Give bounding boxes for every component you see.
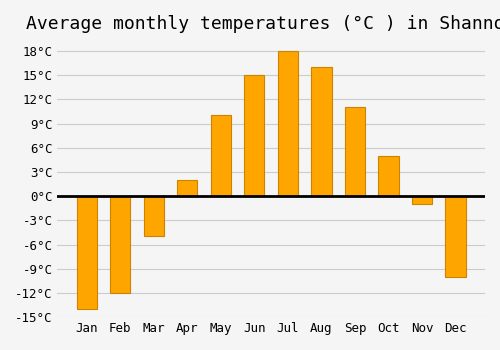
Bar — [312, 67, 332, 196]
Bar — [110, 196, 130, 293]
Bar — [211, 116, 231, 196]
Bar — [244, 75, 264, 196]
Bar — [378, 156, 398, 196]
Bar — [278, 51, 298, 196]
Bar — [144, 196, 164, 237]
Bar — [178, 180, 198, 196]
Bar — [412, 196, 432, 204]
Bar — [446, 196, 466, 277]
Title: Average monthly temperatures (°C ) in Shannon: Average monthly temperatures (°C ) in Sh… — [26, 15, 500, 33]
Bar — [345, 107, 365, 196]
Bar — [77, 196, 97, 309]
